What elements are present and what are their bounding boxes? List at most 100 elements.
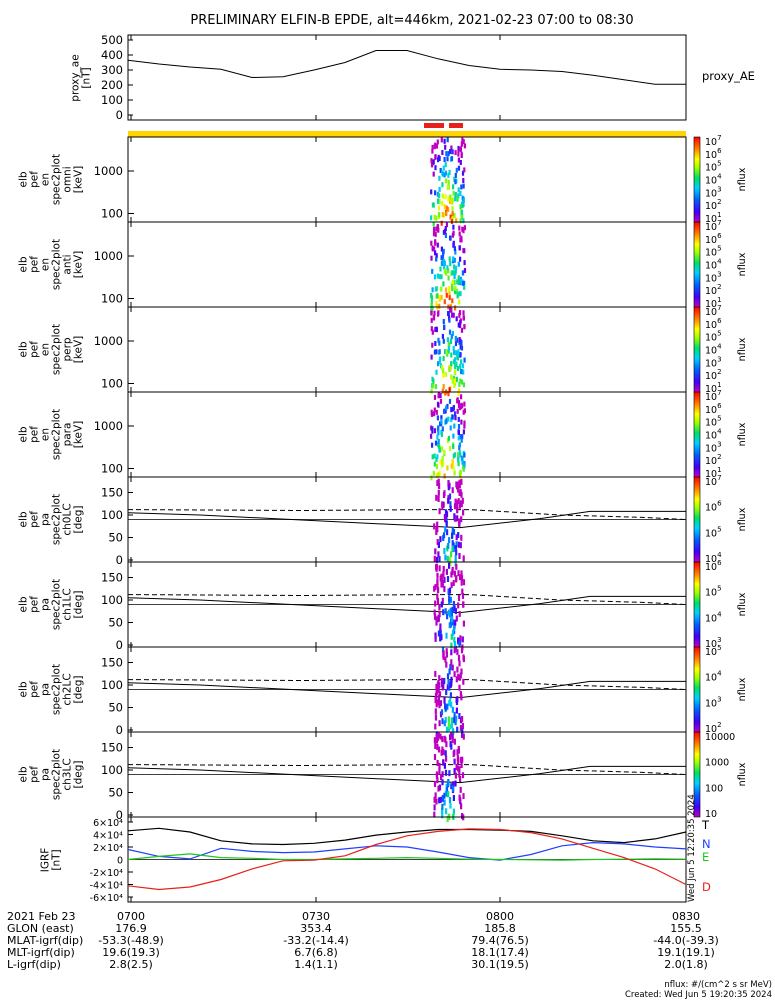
- pa-panel-2-pixel-78: [449, 698, 452, 705]
- pa-panel-1-ytick-label-2: 100: [101, 593, 123, 607]
- pa-panel-3-pixel-5: [443, 799, 446, 806]
- energy-panel-1-cb-exp-4: 5: [717, 245, 721, 253]
- energy-panel-1-pixel-51: [453, 270, 456, 276]
- energy-panel-0-pixel-89: [446, 185, 449, 191]
- pa-panel-2-pixel-35: [443, 697, 446, 704]
- pa-panel-3-pixel-71: [452, 795, 455, 801]
- energy-panel-0-pixel-125: [462, 218, 465, 224]
- energy-panel-3-pixel-116: [450, 463, 453, 469]
- pa-panel-0-ylabel-line-5: [deg]: [73, 506, 85, 534]
- energy-panel-2-pixel-131: [442, 356, 445, 362]
- pa-panel-0-pixel-67: [435, 494, 438, 501]
- pa-panel-2-pixel-83: [446, 703, 449, 710]
- igrf-legend-D: D: [702, 880, 711, 894]
- energy-panel-2-pixel-44: [462, 310, 465, 316]
- energy-panel-0-pixel-111: [434, 165, 437, 171]
- pa-panel-2-cb-tick-3: 105: [705, 644, 722, 658]
- pa-panel-2-pixel-7: [457, 673, 460, 680]
- energy-panel-1-pixel-55: [461, 270, 465, 276]
- energy-panel-3-pixel-5: [462, 409, 465, 415]
- energy-panel-3-pixel-80: [463, 420, 466, 426]
- pa-panel-3-pixel-103: [458, 797, 462, 803]
- pa-panel-0-pixel-107: [446, 555, 449, 562]
- energy-panel-3-pixel-139: [447, 416, 450, 422]
- pa-panel-1-pixel-54: [448, 587, 452, 594]
- pa-panel-2-cb-label: nflux: [737, 677, 748, 701]
- igrf-series-E: [127, 853, 687, 861]
- pa-panel-3-pixel-98: [453, 738, 456, 745]
- pa-panel-0-cb-exp-3: 7: [717, 474, 721, 482]
- pa-panel-2-pixel-17: [453, 671, 456, 678]
- pa-panel-1-pixel-74: [435, 564, 438, 571]
- energy-panel-1-pixel-100: [448, 256, 451, 262]
- energy-panel-2-pixel-60: [430, 326, 433, 332]
- energy-panel-3-pixel-24: [441, 455, 444, 461]
- energy-panel-3-pixel-122: [435, 464, 439, 469]
- pa-panel-0-pixel-52: [448, 493, 452, 500]
- energy-panel-2-pixel-139: [456, 365, 460, 371]
- pa-panel-0-pixel-27: [451, 540, 454, 547]
- energy-panel-2-cb-exp-4: 5: [717, 330, 721, 338]
- pa-panel-0-pixel-26: [436, 539, 439, 545]
- energy-panel-1-ylabel: elb pef en spec2plot anti [keV]: [18, 239, 85, 290]
- energy-panel-1-pixel-96: [434, 240, 437, 246]
- energy-panel-0-ylabel-line-5: [keV]: [73, 166, 85, 194]
- footer-row-4-value-0: 2.8(2.5): [109, 958, 153, 971]
- energy-panel-3-pixel-82: [452, 433, 455, 439]
- pa-panel-1-pixel-45: [454, 645, 458, 652]
- pa-panel-1-pixel-79: [445, 632, 448, 639]
- energy-panel-3-pixel-60: [435, 456, 438, 462]
- pa-panel-3-ylabel-line-1: pef: [29, 766, 41, 783]
- energy-panel-2-pixel-20: [454, 335, 457, 341]
- pa-panel-2-pixel-86: [438, 691, 442, 698]
- pa-panel-0-pixel-36: [457, 498, 460, 505]
- pa-panel-1-pixel-72: [448, 622, 451, 629]
- pa-panel-1-pixel-6: [460, 570, 463, 577]
- energy-panel-3-pixel-55: [451, 414, 454, 420]
- energy-panel-0-pixel-88: [441, 171, 444, 177]
- proxy-ae-ylabel: proxy_ae [nT]: [70, 54, 93, 101]
- energy-panel-1-pixel-95: [433, 227, 436, 232]
- energy-panel-3-pixel-113: [463, 423, 466, 429]
- energy-panel-1-pixel-102: [459, 256, 462, 262]
- pa-panel-0-pixel-2: [461, 497, 464, 504]
- energy-panel-2-ylabel-line-0: elb: [18, 341, 30, 357]
- energy-panel-3-pixel-86: [439, 393, 442, 398]
- energy-panel-3-pixel-131: [453, 423, 456, 429]
- energy-panel-0-pixel-12: [444, 162, 447, 168]
- pa-panel-2-pixel-40: [448, 668, 451, 675]
- energy-panel-1-pixel-78: [456, 279, 459, 285]
- pa-panel-1-pixel-0: [445, 568, 448, 575]
- energy-panel-3-pixel-56: [438, 447, 441, 453]
- energy-panel-2-pixel-55: [442, 319, 445, 324]
- energy-panel-2-pixel-9: [459, 363, 462, 369]
- pa-panel-3-pixel-77: [457, 747, 460, 754]
- pa-panel-1-cb-label: nflux: [737, 592, 748, 616]
- energy-panel-2-pixel-112: [463, 324, 466, 330]
- energy-panel-2-pixel-4: [430, 354, 433, 360]
- energy-panel-1-pixel-70: [451, 286, 454, 292]
- energy-panel-0-pixel-106: [443, 138, 446, 144]
- pa-panel-2-pixel-46: [447, 679, 450, 686]
- pa-panel-3-pixel-22: [457, 765, 460, 772]
- pa-panel-2-pixel-75: [450, 701, 453, 708]
- energy-panel-2-pixel-127: [450, 307, 453, 313]
- pa-panel-2-pixel-88: [456, 666, 459, 673]
- pa-panel-1-pixel-39: [450, 582, 453, 589]
- energy-panel-1-pixel-94: [445, 222, 448, 228]
- pa-panel-1-pixel-109: [461, 588, 464, 595]
- pa-panel-0-pixel-62: [462, 555, 465, 562]
- energy-panel-1-cb-exp-1: 2: [717, 283, 721, 291]
- pa-panel-1-cb-exp-3: 6: [717, 559, 722, 567]
- pa-panel-0-pixel-63: [457, 541, 460, 548]
- energy-panel-3-pixel-106: [450, 407, 453, 413]
- pa-panel-1-pixel-2: [452, 580, 455, 586]
- energy-panel-1-pixel-105: [454, 270, 457, 276]
- pa-panel-1-pixel-9: [435, 619, 438, 626]
- pa-panel-0-pixel-98: [458, 518, 461, 525]
- pa-panel-1-pixel-105: [436, 572, 439, 579]
- energy-panel-0-pixel-34: [430, 158, 433, 164]
- pa-panel-1-pixel-27: [441, 597, 444, 604]
- energy-panel-1-cb-exp-5: 6: [717, 232, 722, 240]
- pa-panel-1-pixel-95: [439, 629, 442, 636]
